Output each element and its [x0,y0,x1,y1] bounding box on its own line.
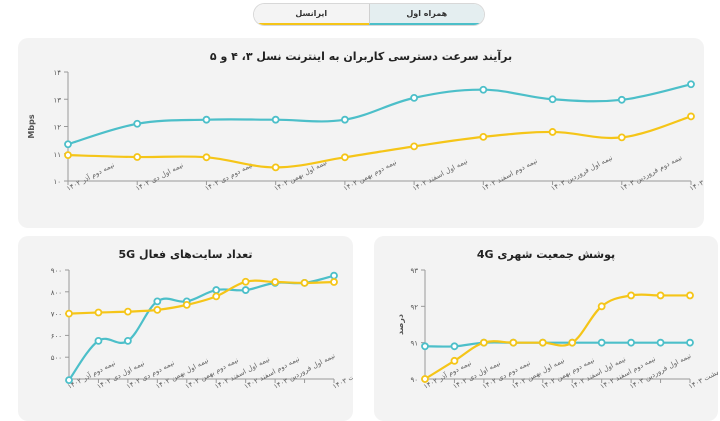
data-point-mci[interactable] [450,342,459,351]
series-line-irancell [67,115,692,169]
data-point-irancell[interactable] [330,278,338,286]
y-tick-label: ۱۰ [53,178,61,186]
y-axis-label: درصد [396,314,405,335]
data-point-irancell[interactable] [686,291,694,300]
data-point-irancell[interactable] [479,338,488,347]
data-point-irancell[interactable] [153,305,162,314]
x-tick-label: نیمه اول اردیبهشت ۱۴۰۳ [688,151,704,192]
chart-title: تعداد سایت‌های فعال 5G [118,248,253,261]
data-point-irancell[interactable] [656,291,665,300]
5g-sites-chart-card: تعداد سایت‌های فعال 5G ۵۰۰ ۶۰۰ ۷۰۰ ۸۰۰ ۹۰۰ نی… [18,236,353,421]
data-point-irancell[interactable] [300,278,309,287]
data-point-irancell[interactable] [687,112,695,121]
x-tick-label: نیمه اول فروردین ۱۴۰۳ [550,154,614,193]
speed-chart: ۱۰ ۱۱ ۱۲ ۱۳ ۱۴ Mbps نیمه دوم آذر ۱۴۰۲ نیمه اول … [27,69,704,193]
data-point-irancell[interactable] [64,151,72,160]
data-point-mci[interactable] [202,115,211,124]
x-tick-label: نیمه دوم بهمن ۱۴۰۲ [342,158,398,193]
operator-irancell-button[interactable]: ایرانسل [254,4,369,25]
data-point-irancell[interactable] [597,302,606,311]
data-point-irancell[interactable] [548,128,557,136]
y-tick-label: ۱۲ [53,124,61,132]
data-point-irancell[interactable] [94,308,103,317]
data-point-irancell[interactable] [509,338,518,347]
x-tick-label: نیمه اول دی ۱۴۰۲ [134,161,184,193]
x-tick-label: نیمه اول اسفند ۱۴۰۲ [411,157,469,193]
data-point-mci[interactable] [241,286,250,294]
data-point-irancell[interactable] [568,338,577,347]
data-point-mci[interactable] [94,336,103,345]
data-point-mci[interactable] [133,119,142,128]
y-axis-label: Mbps [27,114,36,138]
y-tick-label: ۹۰ [410,376,418,384]
speed-chart-card: برآیند سرعت دسترسی کاربران به اینترنت نس… [18,38,704,228]
data-point-mci[interactable] [123,336,132,345]
y-tick-label: ۶۰۰ [51,332,62,340]
x-tick-label: نیمه اول بهمن ۱۴۰۲ [273,158,328,193]
data-point-irancell[interactable] [450,356,459,365]
data-point-mci[interactable] [212,286,221,294]
data-point-mci[interactable] [686,338,694,347]
data-point-irancell[interactable] [212,292,221,301]
data-point-mci[interactable] [340,115,349,124]
chart-title: پوشش جمعیت شهری 4G [476,248,616,261]
series-line-irancell [68,279,335,315]
data-point-irancell[interactable] [182,300,191,309]
data-point-irancell[interactable] [133,153,142,161]
4g-coverage-chart-card: پوشش جمعیت شهری 4G ۹۰ ۹۱ ۹۲ ۹۳ درصد نیمه دوم … [374,236,718,421]
series-line-irancell [424,293,690,380]
y-tick-label: ۱۱ [53,151,61,159]
data-point-irancell[interactable] [538,338,547,347]
y-tick-label: ۹۱ [410,340,418,348]
data-point-irancell[interactable] [271,278,280,286]
y-tick-label: ۹۲ [410,303,418,311]
data-point-mci[interactable] [153,297,162,306]
data-point-irancell[interactable] [241,277,250,286]
data-point-mci[interactable] [656,338,665,347]
data-point-mci[interactable] [271,115,280,124]
x-tick-label: نیمه دوم آذر ۱۴۰۲ [422,358,473,391]
y-tick-label: ۹۳ [410,267,418,275]
data-point-mci[interactable] [65,376,73,384]
operator-toggle: ایرانسل همراه اول [254,4,484,25]
x-tick-label: نیمه دوم دی ۱۴۰۲ [204,161,255,193]
x-tick-label: نیمه دوم فروردین ۱۴۰۳ [619,153,684,192]
operator-mci-button[interactable]: همراه اول [368,4,484,25]
data-point-mci[interactable] [627,338,636,347]
x-tick-label: نیمه دوم آذر ۱۴۰۲ [65,160,116,193]
data-point-irancell[interactable] [617,133,626,142]
data-point-mci[interactable] [617,95,626,104]
data-point-mci[interactable] [64,140,72,149]
y-tick-label: ۸۰۰ [51,289,62,297]
y-tick-label: ۱۳ [53,96,61,104]
data-point-irancell[interactable] [479,132,488,141]
data-point-mci[interactable] [687,80,695,89]
y-tick-label: ۹۰۰ [51,267,62,275]
x-tick-label: نیمه دوم اسفند ۱۴۰۲ [481,157,539,193]
y-tick-label: ۵۰۰ [51,354,62,362]
data-point-mci[interactable] [597,338,606,347]
data-point-irancell[interactable] [421,375,429,383]
data-point-mci[interactable] [410,93,419,102]
data-point-irancell[interactable] [202,153,211,162]
data-point-mci[interactable] [548,95,557,104]
x-tick-label: نیمه اول اردیبهشت ۱۴۰۳ [687,349,718,390]
data-point-mci[interactable] [479,85,488,94]
data-point-irancell[interactable] [627,291,636,300]
data-point-mci[interactable] [330,271,338,280]
data-point-irancell[interactable] [410,142,419,151]
data-point-irancell[interactable] [123,307,132,316]
y-tick-label: ۷۰۰ [51,311,62,319]
data-point-irancell[interactable] [271,163,280,172]
series-line-mci [67,83,692,146]
chart-title: برآیند سرعت دسترسی کاربران به اینترنت نس… [209,50,513,63]
data-point-irancell[interactable] [340,153,349,162]
data-point-mci[interactable] [421,342,429,351]
y-tick-label: ۱۴ [53,69,61,77]
series-line-mci [424,341,690,348]
data-point-irancell[interactable] [65,309,73,318]
